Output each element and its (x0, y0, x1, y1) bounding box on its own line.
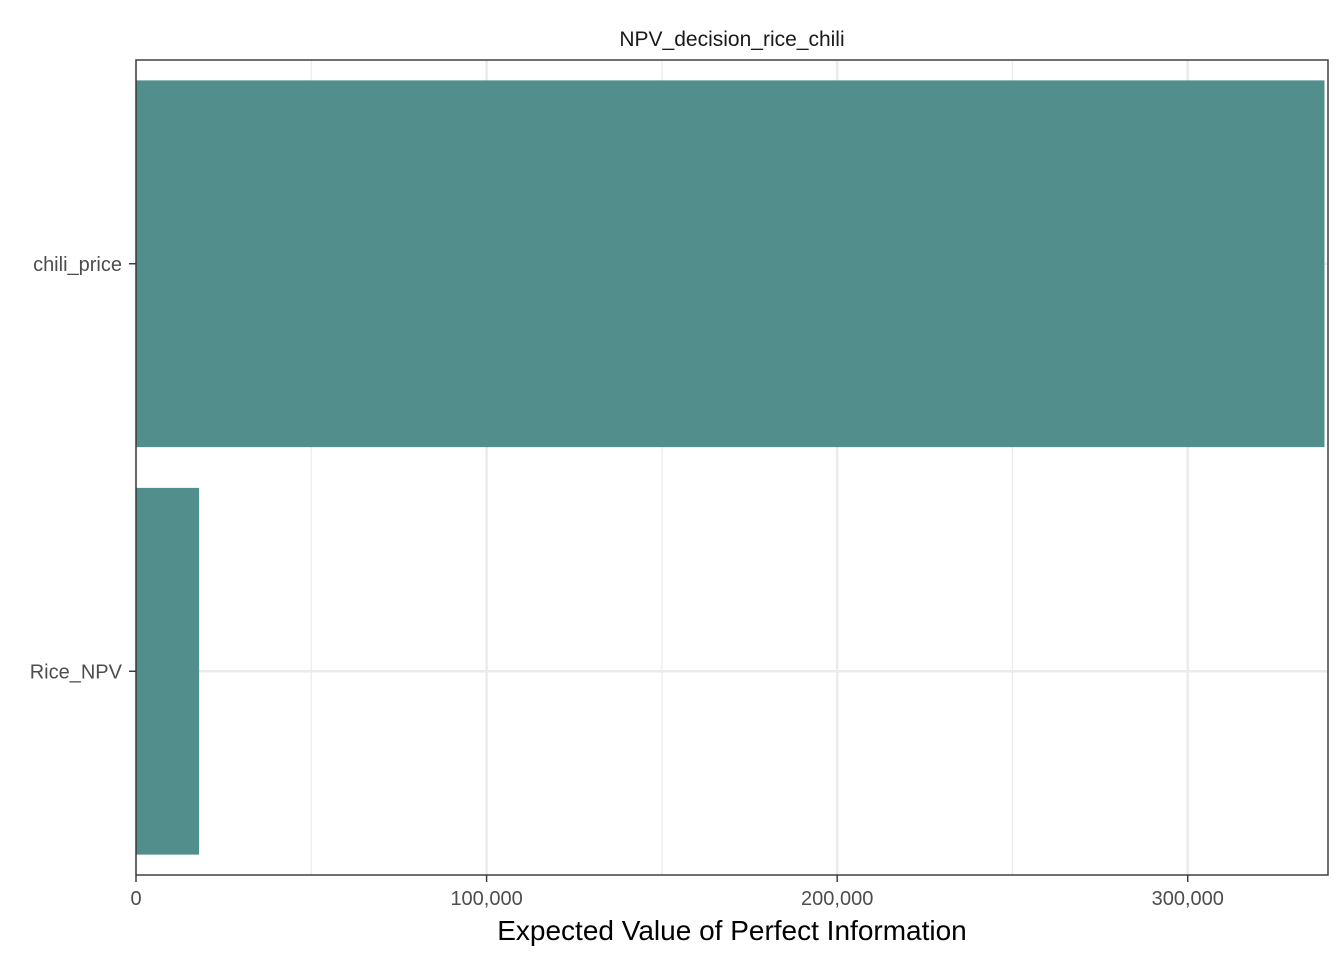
category-label: chili_price (33, 254, 122, 276)
x-axis-title: Expected Value of Perfect Information (497, 915, 967, 946)
panel-title: NPV_decision_rice_chili (619, 28, 844, 51)
x-tick-label: 0 (130, 888, 141, 910)
bar-layer (136, 80, 1325, 855)
x-tick-label: 200,000 (801, 888, 873, 910)
x-tick-label: 300,000 (1152, 888, 1224, 910)
bar-chili-price (136, 80, 1325, 448)
bar-rice-npv (136, 487, 200, 855)
x-tick-label: 100,000 (450, 888, 522, 910)
axis-layer: 0 100,000 200,000 300,000 Rice_NPV chili_pric… (30, 254, 1224, 910)
panel-border (135, 59, 1329, 876)
category-label: Rice_NPV (30, 661, 123, 683)
